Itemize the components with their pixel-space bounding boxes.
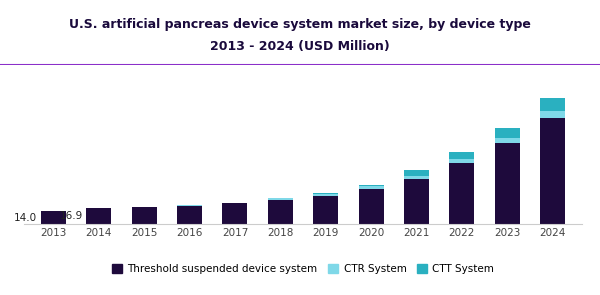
Text: U.S. artificial pancreas device system market size, by device type: U.S. artificial pancreas device system m… <box>69 18 531 31</box>
Bar <box>268 198 293 200</box>
Bar <box>449 163 474 224</box>
Bar <box>404 176 429 179</box>
Bar <box>223 203 247 204</box>
Bar <box>41 211 66 224</box>
Text: 16.9: 16.9 <box>59 211 83 221</box>
Bar <box>359 186 383 189</box>
Bar <box>313 194 338 196</box>
Bar <box>313 196 338 224</box>
Bar <box>313 193 338 194</box>
Bar <box>177 206 202 224</box>
Bar <box>494 128 520 138</box>
Bar <box>540 98 565 111</box>
Bar <box>359 189 383 224</box>
Text: 2013 - 2024 (USD Million): 2013 - 2024 (USD Million) <box>210 40 390 53</box>
Bar <box>494 143 520 224</box>
Bar <box>404 171 429 176</box>
Legend: Threshold suspended device system, CTR System, CTT System: Threshold suspended device system, CTR S… <box>107 260 499 278</box>
Bar <box>359 185 383 186</box>
Bar <box>449 152 474 159</box>
Bar <box>86 208 112 224</box>
Bar <box>404 179 429 224</box>
Bar <box>540 111 565 119</box>
Bar <box>177 205 202 206</box>
Bar <box>223 204 247 224</box>
Bar <box>449 159 474 163</box>
Bar <box>494 138 520 143</box>
Bar <box>540 119 565 224</box>
Bar <box>132 207 157 224</box>
Text: 14.0: 14.0 <box>14 213 37 223</box>
Bar <box>268 200 293 224</box>
